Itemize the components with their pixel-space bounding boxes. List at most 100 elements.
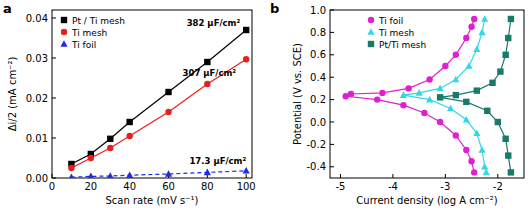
x-tick-label: -2 — [493, 181, 503, 192]
legend-label: Pt / Ti mesh — [72, 16, 125, 26]
data-point — [502, 52, 508, 58]
y-tick — [52, 98, 56, 99]
data-point — [453, 52, 459, 58]
x-tick-label: 0 — [49, 181, 55, 192]
data-point — [165, 109, 171, 115]
legend-marker — [367, 28, 374, 35]
data-point — [495, 119, 501, 125]
legend-label: Ti foil — [71, 40, 96, 50]
data-point — [463, 99, 469, 105]
legend-label: Ti foil — [378, 16, 403, 26]
panel: -5-4-3-2-0.4-0.20.00.20.40.60.81.0Curren… — [270, 1, 524, 206]
data-point — [68, 173, 75, 178]
plot-area — [343, 15, 515, 175]
y-tick-label: 0.2 — [310, 94, 326, 105]
data-point — [508, 16, 514, 22]
data-point — [471, 16, 477, 22]
legend: Ti foilTi meshPt/Ti mesh — [367, 16, 426, 50]
data-point — [453, 132, 459, 138]
annotation: 307 μF/cm² — [183, 68, 237, 78]
data-point — [473, 129, 480, 136]
x-tick-label: 60 — [162, 181, 175, 192]
y-tick-label: 1.0 — [310, 5, 326, 16]
panel-label: b — [270, 1, 279, 16]
data-point — [452, 76, 459, 83]
data-point — [505, 35, 511, 41]
legend-marker — [60, 40, 67, 47]
data-point — [126, 119, 132, 125]
x-tick — [392, 174, 393, 178]
y-tick — [330, 54, 334, 55]
data-point — [481, 15, 488, 22]
x-tick — [497, 174, 498, 178]
x-tick-label: 100 — [237, 181, 256, 192]
plot-area — [68, 27, 250, 178]
y-tick — [52, 138, 56, 139]
legend-label: Pt/Ti mesh — [379, 40, 426, 50]
data-point — [204, 81, 210, 87]
y-tick-label: 0.01 — [26, 133, 48, 144]
y-tick-label: 0.8 — [310, 27, 326, 38]
data-point — [243, 167, 250, 174]
data-point — [505, 152, 511, 158]
data-point — [400, 91, 407, 98]
plot-frame — [52, 10, 252, 178]
data-point — [243, 56, 249, 62]
x-tick — [340, 174, 341, 178]
y-tick-label: 0.0 — [310, 117, 326, 128]
data-point — [478, 29, 485, 36]
series-line — [440, 19, 511, 172]
panel-label: a — [3, 1, 12, 16]
data-point — [478, 146, 485, 153]
data-point — [379, 90, 385, 96]
x-tick — [246, 174, 247, 178]
data-point — [165, 89, 171, 95]
data-point — [502, 136, 508, 142]
y-axis-title: Potential (V vs. SCE) — [292, 43, 303, 145]
legend-label: Ti mesh — [71, 28, 107, 38]
data-point — [481, 163, 488, 170]
x-tick-label: -4 — [388, 181, 398, 192]
series-line — [71, 30, 246, 164]
legend-marker — [61, 17, 67, 23]
x-tick-label: -3 — [440, 181, 450, 192]
data-point — [243, 27, 249, 33]
y-tick-label: 0.00 — [26, 173, 48, 184]
data-point — [484, 108, 490, 114]
data-point — [343, 93, 349, 99]
y-tick — [330, 166, 334, 167]
data-point — [374, 96, 380, 102]
y-tick — [52, 178, 56, 179]
data-point — [165, 170, 172, 177]
data-point — [474, 87, 480, 93]
y-tick — [330, 10, 334, 11]
x-tick-label: -5 — [335, 181, 345, 192]
legend-marker — [368, 17, 374, 23]
data-point — [400, 102, 406, 108]
data-point — [204, 59, 210, 65]
x-tick — [445, 174, 446, 178]
data-point — [68, 165, 74, 171]
x-axis-title: Current density (log A cm⁻²) — [356, 195, 497, 206]
x-tick-label: 80 — [201, 181, 214, 192]
y-tick — [330, 99, 334, 100]
data-point — [508, 169, 514, 175]
data-point — [473, 45, 480, 52]
legend-marker — [61, 29, 67, 35]
data-point — [107, 145, 113, 151]
data-point — [468, 24, 474, 30]
x-axis-title: Scan rate (mV s⁻¹) — [105, 195, 198, 206]
data-point — [465, 62, 472, 69]
data-point — [126, 133, 132, 139]
x-tick-label: 20 — [84, 181, 97, 192]
data-point — [453, 92, 459, 98]
y-tick-label: 0.6 — [310, 49, 326, 60]
data-point — [497, 68, 503, 74]
annotation: 382 μF/cm² — [187, 18, 241, 28]
data-point — [421, 110, 427, 116]
y-tick-label: 0.03 — [26, 53, 48, 64]
y-tick-label: -0.2 — [306, 139, 326, 150]
data-point — [426, 96, 433, 103]
x-tick-label: 40 — [123, 181, 136, 192]
y-tick-label: 0.02 — [26, 93, 48, 104]
